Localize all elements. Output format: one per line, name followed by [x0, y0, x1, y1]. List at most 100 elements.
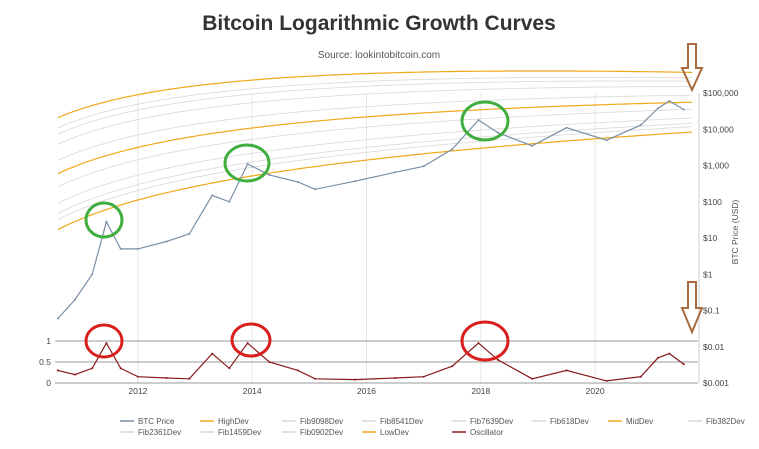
green-circle-2013 [223, 143, 271, 183]
y-axis-title: BTC Price (USD) [730, 199, 740, 264]
curve-highdev [57, 70, 693, 119]
legend-item[interactable]: Fib1459Dev [218, 428, 261, 437]
curve-fib7639dev [57, 86, 693, 145]
green-circle-2017 [460, 100, 510, 142]
btc-price-point [354, 180, 357, 183]
axis-layer: 2012 2014 2016 2018 2020 $100,000 $10,000 $1,00… [39, 88, 739, 396]
btc-price-point [91, 273, 94, 276]
oscillator-point [314, 377, 317, 380]
btc-price-point [477, 119, 480, 121]
btc-price-point [422, 165, 425, 168]
btc-price-point [268, 173, 271, 176]
down-arrow-top [680, 43, 704, 93]
oscillator-point [228, 367, 231, 370]
btc-price-point [497, 131, 499, 134]
oscillator-point [296, 369, 299, 372]
price-tick-label: $100,000 [703, 88, 739, 98]
btc-price-layer [56, 100, 685, 320]
red-circle-2013 [230, 322, 272, 358]
oscillator-point [56, 369, 59, 372]
btc-price-point [246, 163, 249, 165]
legend-item[interactable]: Fib9098Dev [300, 417, 343, 426]
legend: BTC Price HighDev Fib9098Dev Fib8541Dev Fib7… [120, 417, 745, 437]
price-tick-label: $10 [703, 233, 717, 243]
x-tick-label: 2018 [471, 386, 490, 396]
btc-price-point [639, 124, 642, 127]
oscillator-point [394, 377, 397, 379]
legend-item[interactable]: Oscillator [470, 428, 504, 437]
btc-price-point [136, 247, 139, 250]
curve-fib1459dev [57, 122, 693, 214]
oscillator-point [639, 375, 642, 378]
price-tick-label: $0.1 [703, 306, 720, 316]
curve-lowdev [57, 131, 693, 231]
price-tick-label: $100 [703, 197, 722, 207]
btc-price-point [296, 181, 299, 183]
oscillator-point [165, 377, 168, 379]
oscillator-point [268, 361, 271, 363]
legend-item[interactable]: Fib0902Dev [300, 428, 343, 437]
curve-fib618dev [57, 94, 693, 161]
grid-layer [55, 93, 698, 384]
legend-item[interactable]: Fib8541Dev [380, 417, 423, 426]
price-tick-label: $1 [703, 269, 713, 279]
btc-price-point [74, 298, 76, 301]
red-circle-2011 [84, 323, 124, 359]
curve-middev [57, 101, 693, 175]
btc-price-point [682, 108, 685, 111]
btc-price-point [657, 107, 659, 110]
oscillator-point [565, 369, 568, 372]
price-tick-label: $0.001 [703, 378, 729, 388]
oscillator-layer [56, 341, 685, 382]
oscillator-point [354, 378, 357, 381]
btc-price-point [56, 317, 59, 320]
btc-price-point [451, 148, 454, 151]
oscillator-point [74, 373, 76, 376]
oscillator-point [422, 375, 425, 378]
oscillator-point [657, 356, 659, 359]
growth-curves [57, 70, 693, 231]
curve-fib0902dev [57, 126, 693, 220]
curve-fib9098dev [57, 76, 693, 129]
osc-tick-label: 1 [46, 336, 51, 346]
btc-price-point [668, 100, 671, 102]
btc-price-point [605, 139, 608, 142]
oscillator-point [119, 367, 122, 370]
btc-price-point [165, 240, 168, 243]
legend-item[interactable]: BTC Price [138, 417, 175, 426]
legend-item[interactable]: MidDev [626, 417, 653, 426]
btc-price-point [188, 232, 191, 235]
oscillator-point [105, 342, 108, 345]
oscillator-point [477, 342, 480, 345]
curve-fib8541dev [57, 80, 693, 135]
oscillator-point [531, 377, 534, 380]
chart-subtitle: Source: lookintobitcoin.com [318, 50, 440, 61]
oscillator-point [136, 375, 139, 378]
legend-item[interactable]: Fib618Dev [550, 417, 589, 426]
btc-price-point [314, 188, 317, 191]
chart-title: Bitcoin Logarithmic Growth Curves [202, 12, 556, 35]
btc-price-point [394, 171, 397, 174]
oscillator-point [668, 352, 671, 355]
oscillator-point [497, 358, 499, 361]
osc-tick-label: 0.5 [39, 357, 51, 367]
legend-item[interactable]: Fib2361Dev [138, 428, 181, 437]
green-circle-2011 [84, 201, 124, 239]
legend-item[interactable]: LowDev [380, 428, 409, 437]
price-tick-label: $10,000 [703, 124, 734, 134]
oscillator-point [211, 352, 214, 355]
x-tick-label: 2016 [357, 386, 376, 396]
price-tick-label: $0.01 [703, 342, 725, 352]
btc-price-point [565, 126, 568, 129]
oscillator-point [451, 365, 454, 368]
red-circle-2017 [460, 320, 510, 362]
oscillator-point [246, 342, 249, 345]
x-tick-label: 2012 [128, 386, 147, 396]
legend-item[interactable]: Fib7639Dev [470, 417, 513, 426]
btc-price-point [211, 194, 214, 197]
legend-item[interactable]: Fib382Dev [706, 417, 745, 426]
oscillator-point [682, 363, 685, 366]
btc-price-line [57, 100, 685, 319]
legend-item[interactable]: HighDev [218, 417, 249, 426]
